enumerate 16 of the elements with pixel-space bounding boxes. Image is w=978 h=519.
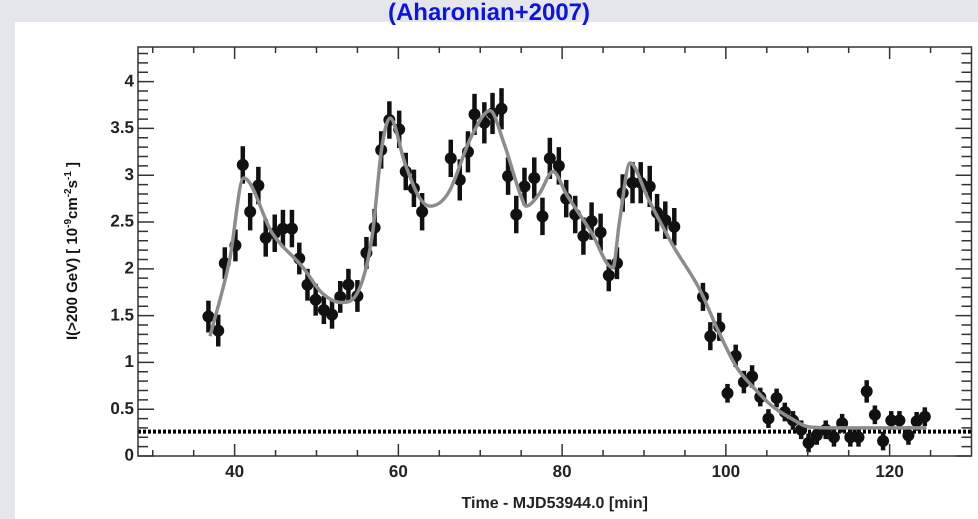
chart-title: (Aharonian+2007) bbox=[386, 0, 592, 26]
y-tick-label: 2 bbox=[124, 258, 134, 278]
x-axis-title: Time - MJD53944.0 [min] bbox=[462, 494, 648, 512]
y-tick-label: 4 bbox=[124, 71, 135, 90]
y-tick-label: 3 bbox=[124, 164, 134, 184]
x-tick-label: 80 bbox=[552, 462, 572, 481]
y-tick-label: 2.5 bbox=[110, 212, 134, 231]
y-tick-label: 1.5 bbox=[110, 305, 134, 324]
y-tick-label: 0 bbox=[124, 446, 134, 465]
y-tick-label: 1 bbox=[124, 352, 134, 372]
x-tick-label: 40 bbox=[225, 462, 244, 481]
y-tick-label: 3.5 bbox=[110, 118, 134, 138]
y-tick-label: 0.5 bbox=[110, 398, 134, 418]
x-tick-label: 60 bbox=[388, 462, 408, 481]
x-tick-label: 120 bbox=[875, 462, 904, 481]
x-tick-label: 100 bbox=[712, 462, 740, 481]
